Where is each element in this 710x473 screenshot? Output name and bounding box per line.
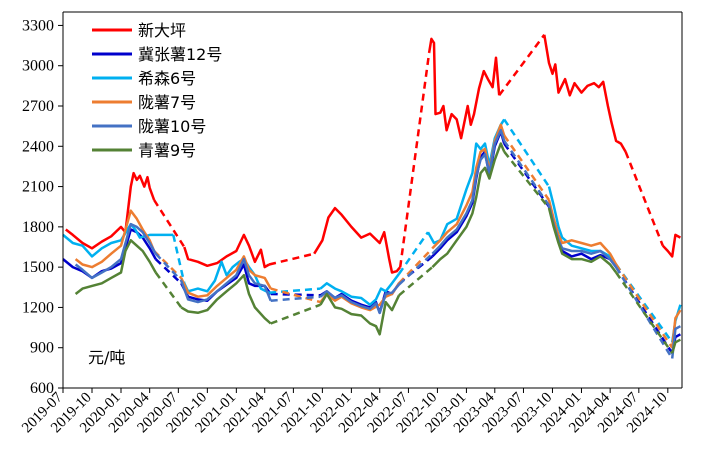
legend-label: 陇薯7号 bbox=[138, 93, 196, 112]
y-tick-label: 600 bbox=[30, 380, 54, 397]
series-line bbox=[313, 206, 402, 274]
legend-entry-1: 新大坪 bbox=[92, 21, 186, 40]
series-gap-line bbox=[503, 150, 550, 209]
series-line bbox=[426, 118, 506, 245]
legend-entry-6: 青薯9号 bbox=[92, 141, 196, 160]
series-line bbox=[661, 233, 681, 258]
series-gap-line bbox=[270, 287, 321, 304]
series-line bbox=[547, 207, 618, 274]
series-line bbox=[431, 142, 506, 268]
series-line bbox=[319, 283, 400, 315]
series-line bbox=[74, 222, 157, 280]
series-4 bbox=[74, 123, 682, 349]
series-line bbox=[319, 292, 401, 336]
series-line bbox=[74, 239, 157, 295]
series-line bbox=[671, 338, 681, 354]
series-gap-line bbox=[398, 247, 434, 285]
y-tick-label: 2700 bbox=[22, 98, 54, 115]
series-gap-line bbox=[153, 199, 186, 248]
legend-label: 青薯9号 bbox=[138, 141, 196, 160]
x-tick-labels: 2019-072019-102020-012020-042020-072020-… bbox=[19, 388, 671, 436]
series-gap-line bbox=[268, 252, 315, 266]
legend-label: 陇薯10号 bbox=[138, 117, 206, 136]
series-gap-line bbox=[398, 252, 434, 286]
series-line bbox=[74, 209, 156, 269]
y-tick-label: 1500 bbox=[22, 259, 54, 276]
y-tick-label: 3300 bbox=[22, 17, 54, 34]
series-gap-line bbox=[503, 140, 551, 207]
y-tick-label: 2400 bbox=[22, 138, 54, 155]
y-tick-label: 2100 bbox=[22, 179, 54, 196]
series-gap-line bbox=[498, 34, 546, 97]
y-tick-label: 1200 bbox=[22, 299, 54, 316]
series-gap-line bbox=[397, 231, 430, 275]
series-line bbox=[547, 199, 618, 266]
series-line bbox=[180, 273, 272, 325]
y-tick-label: 900 bbox=[30, 340, 54, 357]
series-layer bbox=[62, 34, 682, 360]
y-tick-labels: 600 900 1200 1500 1800 2100 2400 2700 3000 3300 bbox=[22, 17, 63, 397]
series-gap-line bbox=[154, 252, 183, 282]
series-line bbox=[180, 255, 272, 298]
legend-entry-2: 冀张薯12号 bbox=[92, 45, 222, 64]
series-line bbox=[180, 263, 272, 302]
series-gap-line bbox=[615, 271, 674, 354]
series-gap-line bbox=[172, 234, 186, 284]
series-gap-line bbox=[503, 118, 551, 188]
series-line bbox=[62, 222, 174, 258]
series-2 bbox=[62, 130, 681, 354]
series-gap-line bbox=[624, 151, 664, 247]
legend-entry-5: 陇薯10号 bbox=[92, 117, 206, 136]
series-line bbox=[62, 228, 157, 280]
series-gap-line bbox=[615, 263, 674, 349]
axes-layer bbox=[62, 11, 683, 389]
series-line bbox=[65, 171, 156, 250]
series-1 bbox=[65, 34, 681, 274]
series-gap-line bbox=[270, 295, 321, 302]
legend-entry-4: 陇薯7号 bbox=[92, 93, 196, 112]
unit-label: 元/吨 bbox=[88, 348, 125, 367]
series-line bbox=[427, 37, 501, 140]
series-gap-line bbox=[503, 134, 551, 201]
legend-label: 希森6号 bbox=[138, 69, 196, 88]
series-gap-line bbox=[398, 266, 434, 297]
series-line bbox=[183, 233, 270, 269]
series-gap-line bbox=[154, 271, 183, 309]
series-gap-line bbox=[398, 52, 431, 268]
series-line bbox=[547, 186, 618, 266]
legend-label: 冀张薯12号 bbox=[138, 45, 222, 64]
series-line bbox=[543, 34, 627, 153]
legend-entry-3: 希森6号 bbox=[92, 69, 196, 88]
legend-label: 新大坪 bbox=[138, 21, 186, 40]
series-gap-line bbox=[269, 287, 321, 294]
y-tick-label: 1800 bbox=[22, 219, 54, 236]
y-tick-label: 3000 bbox=[22, 58, 54, 75]
series-line bbox=[431, 128, 506, 255]
series-line bbox=[319, 273, 401, 306]
series-gap-line bbox=[154, 258, 183, 285]
series-line bbox=[180, 257, 272, 304]
series-gap-line bbox=[270, 303, 321, 325]
series-6 bbox=[74, 142, 681, 354]
